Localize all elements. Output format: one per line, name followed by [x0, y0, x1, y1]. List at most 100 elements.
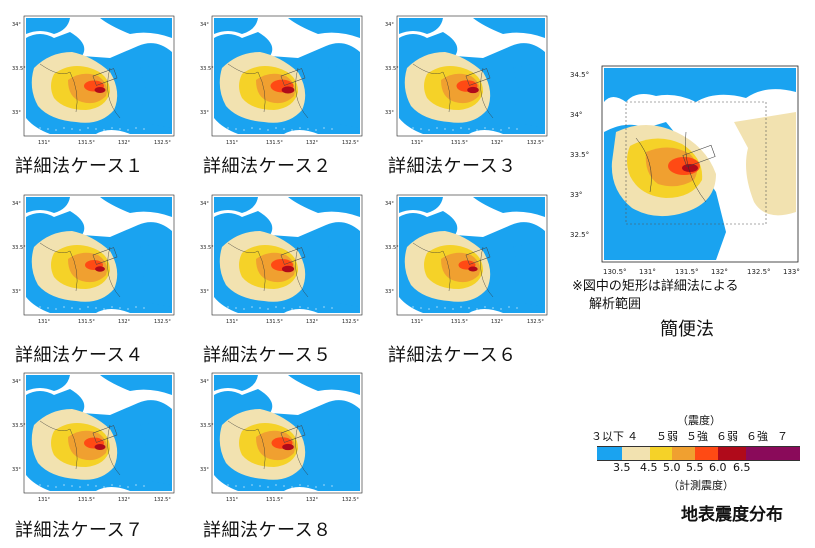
lon-tick: 131° [38, 497, 51, 503]
simple-lat-tick: 32.5° [570, 231, 589, 239]
legend-color-swatch [746, 446, 800, 461]
lat-tick: 34° [12, 201, 21, 207]
case-map-6: 34° 33.5° 33° 131° 131.5° 132° 132.5° [383, 187, 553, 327]
lat-tick: 33° [12, 467, 21, 473]
simple-method-note-line2: 解析範囲 [589, 297, 642, 312]
lat-tick: 33° [385, 289, 394, 295]
simple-lon-tick: 132.5° [747, 268, 771, 276]
case-label-5: 詳細法ケース５ [203, 345, 332, 366]
lon-tick: 131° [38, 140, 51, 146]
lat-tick: 34° [12, 379, 21, 385]
lon-tick: 132° [306, 140, 319, 146]
legend-class-label: ６弱 [716, 430, 738, 443]
simple-method-label: 簡便法 [660, 319, 714, 340]
simple-lon-tick: 130.5° [603, 268, 627, 276]
legend-title: 地表震度分布 [681, 505, 783, 525]
lat-tick: 33° [12, 289, 21, 295]
case-map-1: 34° 33.5° 33° 131° 131.5° 132° 132.5° [10, 8, 180, 148]
legend-color-swatch [718, 446, 746, 461]
lat-tick: 33.5° [385, 245, 399, 251]
lon-tick: 131° [226, 140, 239, 146]
legend-color-swatch [672, 446, 695, 461]
legend-caption-top: （震度） [677, 414, 721, 427]
lon-tick: 132° [118, 319, 131, 325]
lon-tick: 132.5° [154, 319, 171, 325]
lat-tick: 33° [385, 110, 394, 116]
legend-value-label: 3.5 [613, 461, 631, 474]
lon-tick: 132° [306, 497, 319, 503]
lat-tick: 33.5° [200, 66, 214, 72]
simple-lat-tick: 33.5° [570, 151, 589, 159]
legend-color-swatch [695, 446, 718, 461]
legend-value-label: 5.5 [686, 461, 704, 474]
legend-color-swatch [650, 446, 672, 461]
lat-tick: 33.5° [12, 245, 26, 251]
legend-color-swatch [622, 446, 650, 461]
legend-color-swatch [597, 446, 622, 461]
lat-tick: 34° [385, 201, 394, 207]
simple-lon-tick: 132° [711, 268, 728, 276]
simple-method-map: 34.5° 34° 33.5° 33° 32.5° 130.5° 131° 131.5° 132… [566, 62, 806, 280]
lon-tick: 131° [226, 319, 239, 325]
lon-tick: 132.5° [527, 140, 544, 146]
lon-tick: 132.5° [342, 497, 359, 503]
lat-tick: 33.5° [12, 423, 26, 429]
case-map-7: 34° 33.5° 33° 131° 131.5° 132° 132.5° [10, 365, 180, 505]
simple-method-note-line1: ※図中の矩形は詳細法による [572, 279, 739, 294]
legend-class-label: ６強 [746, 430, 768, 443]
legend-value-label: 5.0 [663, 461, 681, 474]
lon-tick: 131° [38, 319, 51, 325]
legend-value-label: 6.5 [733, 461, 751, 474]
lat-tick: 33.5° [200, 423, 214, 429]
legend-class-label: ３以下 [591, 430, 624, 443]
legend-class-label: ７ [777, 430, 788, 443]
lon-tick: 132.5° [154, 140, 171, 146]
legend-value-label: 6.0 [709, 461, 727, 474]
lon-tick: 131° [411, 319, 424, 325]
legend-value-label: 4.5 [640, 461, 658, 474]
lon-tick: 132.5° [527, 319, 544, 325]
lon-tick: 132.5° [342, 319, 359, 325]
simple-lon-tick: 131.5° [675, 268, 699, 276]
case-map-2: 34° 33.5° 33° 131° 131.5° 132° 132.5° [198, 8, 368, 148]
case-map-4: 34° 33.5° 33° 131° 131.5° 132° 132.5° [10, 187, 180, 327]
case-label-2: 詳細法ケース２ [203, 156, 332, 177]
lon-tick: 132.5° [342, 140, 359, 146]
lon-tick: 132° [491, 140, 504, 146]
simple-lat-tick: 34° [570, 111, 582, 119]
legend-class-label: ５弱 [656, 430, 678, 443]
lon-tick: 131.5° [266, 497, 283, 503]
simple-lon-tick: 131° [639, 268, 656, 276]
lat-tick: 33° [12, 110, 21, 116]
simple-lon-tick: 133° [783, 268, 800, 276]
lat-tick: 34° [200, 379, 209, 385]
lat-tick: 33° [200, 289, 209, 295]
lon-tick: 132° [306, 319, 319, 325]
lon-tick: 131.5° [451, 140, 468, 146]
case-map-8: 34° 33.5° 33° 131° 131.5° 132° 132.5° [198, 365, 368, 505]
legend-class-label: ５強 [686, 430, 708, 443]
lat-tick: 33.5° [200, 245, 214, 251]
lon-tick: 131.5° [266, 140, 283, 146]
case-map-5: 34° 33.5° 33° 131° 131.5° 132° 132.5° [198, 187, 368, 327]
simple-lat-tick: 34.5° [570, 71, 589, 79]
lat-tick: 34° [200, 201, 209, 207]
case-label-1: 詳細法ケース１ [15, 156, 144, 177]
lon-tick: 132° [118, 497, 131, 503]
lon-tick: 131.5° [451, 319, 468, 325]
legend-caption-bottom: （計測震度） [668, 479, 734, 492]
lat-tick: 34° [200, 22, 209, 28]
lon-tick: 131.5° [78, 140, 95, 146]
case-label-8: 詳細法ケース８ [203, 520, 332, 541]
lat-tick: 33.5° [385, 66, 399, 72]
lon-tick: 131.5° [78, 319, 95, 325]
lat-tick: 33.5° [12, 66, 26, 72]
lat-tick: 33° [200, 467, 209, 473]
lon-tick: 132° [491, 319, 504, 325]
lon-tick: 131.5° [78, 497, 95, 503]
case-map-3: 34° 33.5° 33° 131° 131.5° 132° 132.5° [383, 8, 553, 148]
lon-tick: 131.5° [266, 319, 283, 325]
lon-tick: 131° [226, 497, 239, 503]
legend-class-label: ４ [627, 430, 638, 443]
lon-tick: 132° [118, 140, 131, 146]
